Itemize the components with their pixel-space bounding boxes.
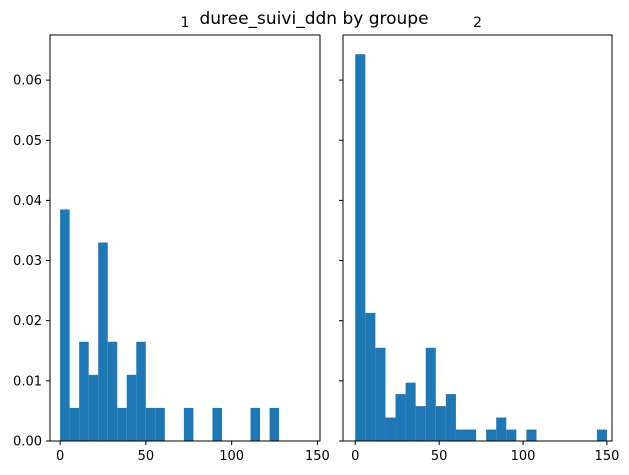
histogram-bar [60,209,70,441]
x-tick-label: 50 [431,449,448,464]
y-tick-label: 0.06 [13,74,42,89]
histogram-panel-group-1: 0 50 100 150 0.00 0.01 0.02 0.03 0.04 0.05 0.06 1 [13,15,330,464]
histogram-bar [355,54,366,441]
histogram-bar [445,394,456,441]
histogram-bar [455,429,467,441]
x-tick-label: 50 [138,449,155,464]
histogram-bar [526,429,537,441]
histogram-bar [107,341,118,441]
histogram-bar [385,417,396,441]
histogram-bar [395,394,406,441]
y-tick-label: 0.05 [13,134,42,149]
histogram-bar [425,347,436,441]
figure-suptitle: duree_suivi_ddn by groupe [199,9,428,29]
histogram-bar [365,312,376,441]
y-tick-label: 0.04 [13,194,42,209]
axes-frame [49,34,321,442]
histogram-bar [596,429,607,441]
y-tick-label: 0.01 [13,374,42,389]
histogram-bar [69,407,80,441]
histogram-bar [486,429,497,441]
histogram-bar [496,417,507,441]
histogram-bar [98,242,108,441]
histogram-bar [126,374,137,441]
histogram-bar [212,407,222,441]
histogram-bar [183,407,194,441]
x-tick-label: 100 [219,449,244,464]
histogram-bar [506,429,517,441]
y-tick-label: 0.02 [13,314,42,329]
histogram-bar [375,347,386,441]
x-tick-label: 150 [305,449,330,464]
x-tick-label: 100 [511,449,536,464]
histogram-bar [155,407,165,441]
histogram-panel-group-2: 0 50 100 150 2 [339,15,619,464]
histogram-bar [136,341,146,441]
histogram-bar [250,407,261,441]
histogram-bar [415,406,426,441]
histogram-bar [466,429,477,441]
histogram-bar [405,382,416,441]
x-tick-label: 0 [56,449,64,464]
histogram-bar [435,406,446,441]
x-tick-label: 150 [595,449,620,464]
histogram-bar [145,407,156,441]
histogram-bar [88,374,99,441]
histogram-bar [269,407,280,441]
subplot-title: 2 [473,15,482,31]
y-tick-label: 0.00 [13,435,42,450]
x-tick-label: 0 [351,449,359,464]
subplot-title: 1 [181,15,190,31]
y-tick-label: 0.03 [13,254,42,269]
histogram-bar [117,407,127,441]
axes-frame [342,34,613,442]
histogram-bar [79,341,89,441]
